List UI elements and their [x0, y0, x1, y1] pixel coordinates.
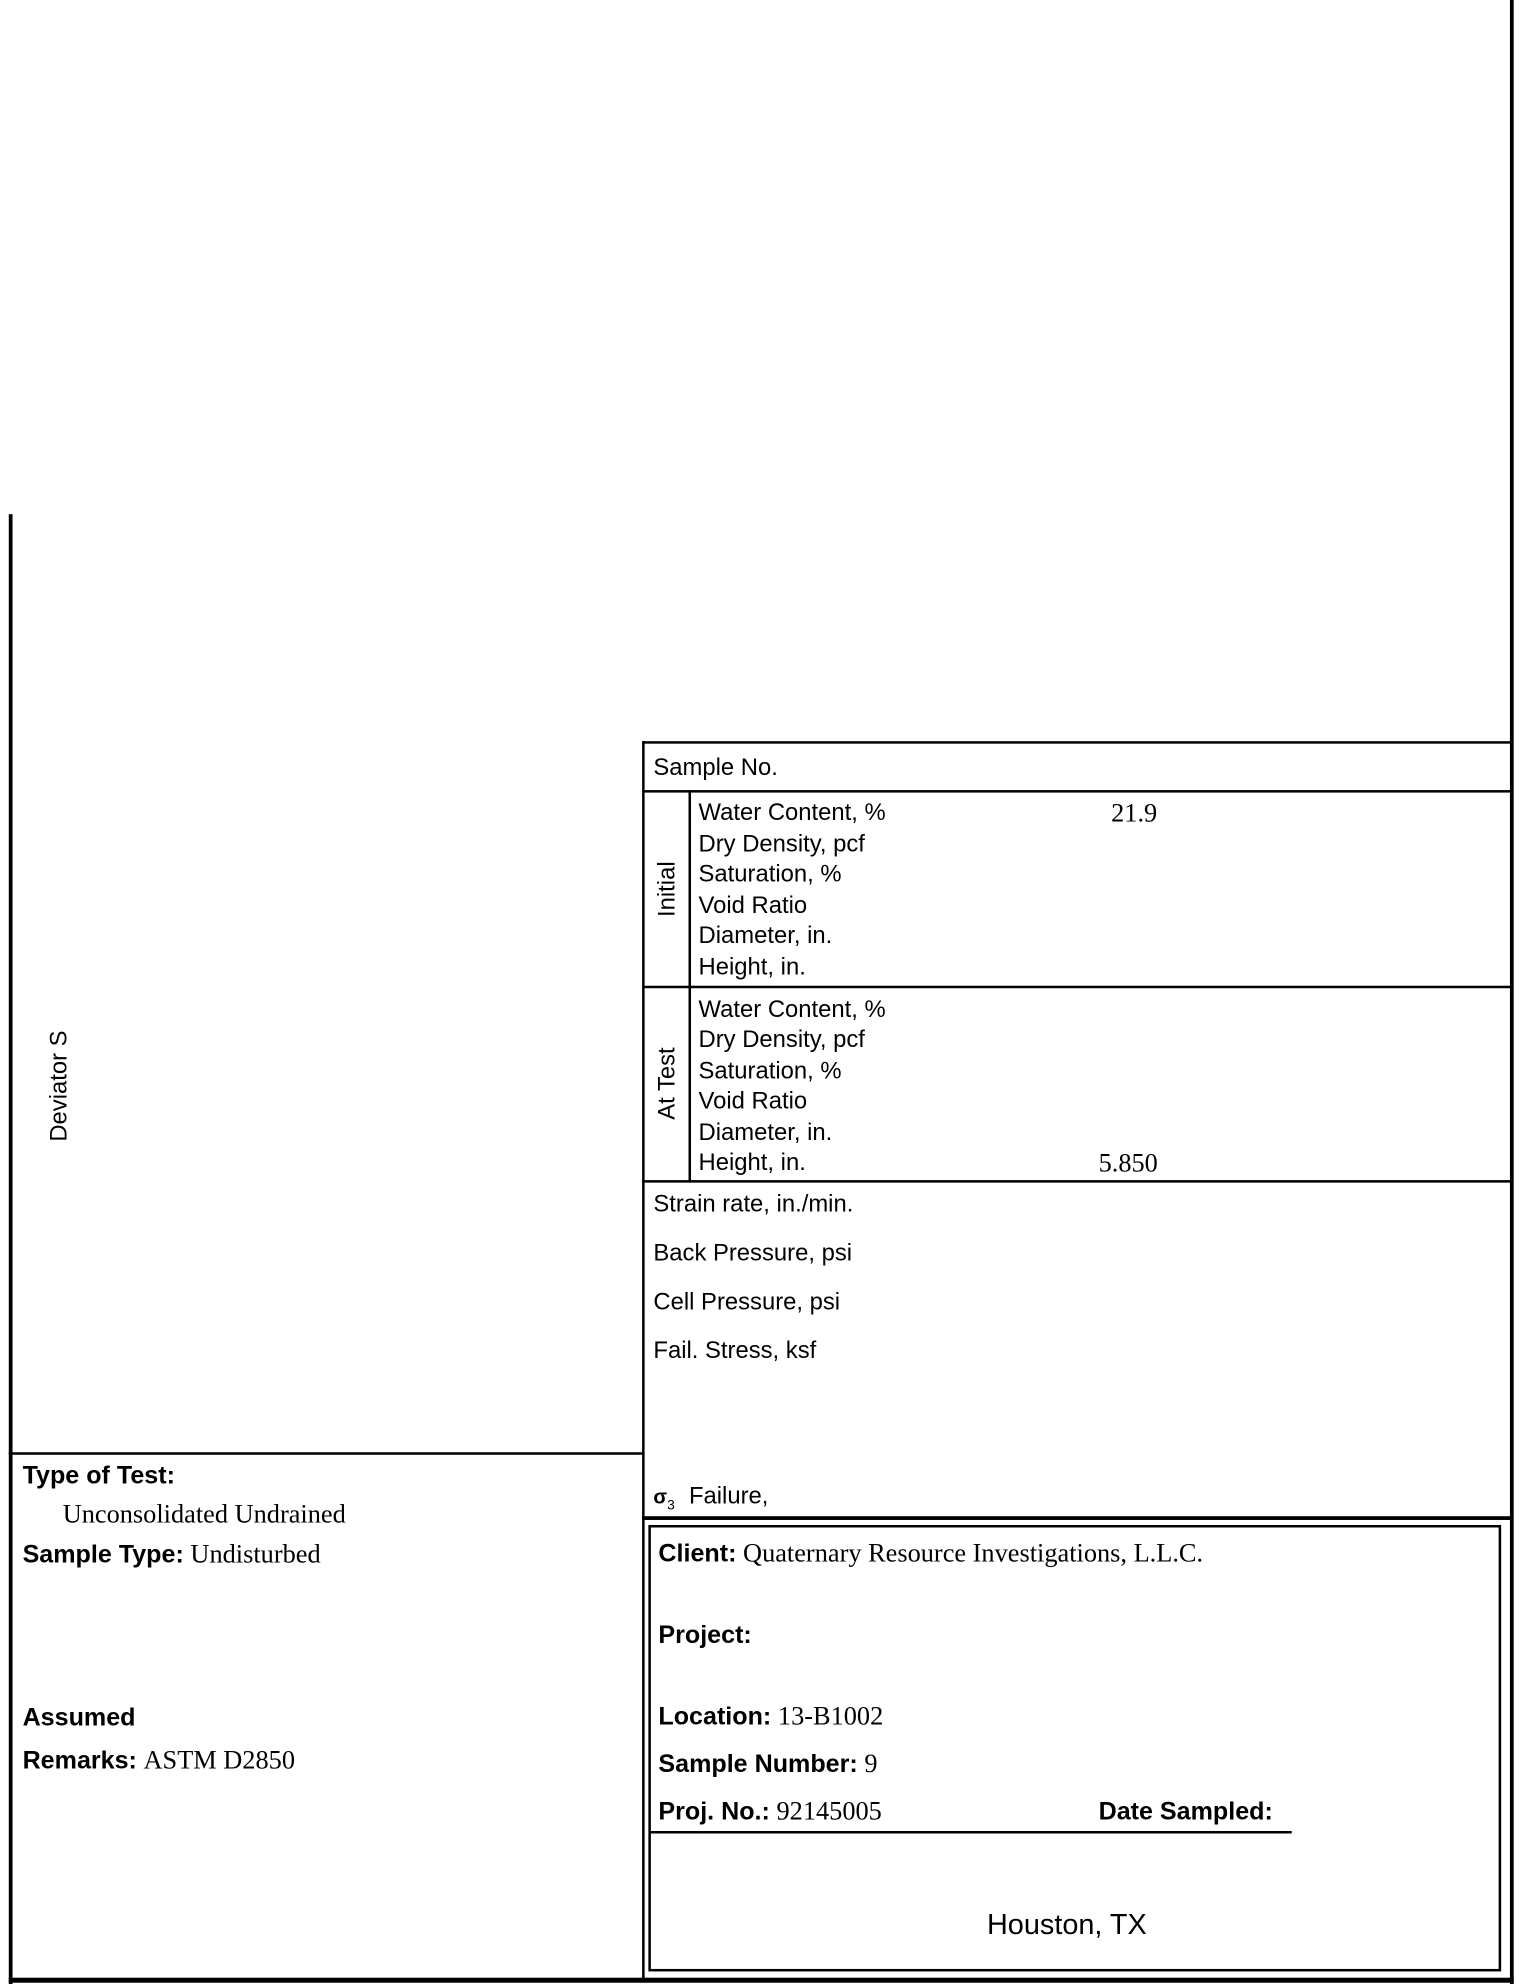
row-label: Dry Density, pcf	[698, 831, 865, 858]
proj-no-label: Proj. No.:	[658, 1798, 770, 1826]
row-label: Saturation, %	[698, 1058, 842, 1085]
sample-number: Sample Number: 9	[658, 1748, 878, 1779]
proj-no-value: 92145005	[776, 1795, 882, 1826]
row-divider	[642, 790, 1513, 793]
location-label: Location:	[658, 1703, 772, 1731]
client: Client: Quaternary Resource Investigatio…	[658, 1537, 1204, 1568]
table-top-border	[642, 741, 1513, 744]
param-label: Strain rate, in./min.	[653, 1191, 854, 1218]
remarks-value: ASTM D2850	[143, 1744, 295, 1775]
group-divider	[688, 790, 692, 1183]
sample-number-value: 9	[864, 1748, 878, 1779]
at-test-group-label: At Test	[654, 1047, 681, 1120]
row-divider	[642, 1516, 1513, 1520]
row-label: Diameter, in.	[698, 923, 833, 950]
sample-no-label: Sample No.	[653, 754, 778, 782]
param-label: Cell Pressure, psi	[653, 1289, 841, 1316]
client-box-frame	[648, 1524, 1502, 1972]
sigma3-failure-label: σ3 Failure,	[653, 1485, 768, 1514]
sigma-symbol: σ	[653, 1487, 668, 1509]
param-label: Fail. Stress, ksf	[653, 1338, 817, 1365]
city-label: Houston, TX	[986, 1907, 1147, 1941]
sample-type-value: Undisturbed	[190, 1538, 321, 1569]
right-border	[1509, 0, 1514, 1984]
type-of-test-value: Unconsolidated Undrained	[62, 1498, 346, 1529]
row-label: Water Content, %	[698, 800, 886, 827]
table-left-border	[642, 741, 645, 1981]
type-of-test-label: Type of Test:	[22, 1462, 175, 1490]
row-label: Saturation, %	[698, 861, 842, 888]
assumed-label: Assumed	[22, 1704, 136, 1732]
row-divider	[642, 985, 1513, 989]
sigma-subscript: 3	[667, 1498, 675, 1514]
client-box-divider	[649, 1830, 1292, 1834]
proj-no: Proj. No.: 92145005	[658, 1795, 882, 1826]
location: Location: 13-B1002	[658, 1700, 884, 1731]
date-sampled-label: Date Sampled:	[1098, 1798, 1273, 1826]
row-label: Water Content, %	[698, 997, 886, 1024]
sample-type: Sample Type: Undisturbed	[22, 1538, 321, 1569]
row-value: 5.850	[1098, 1147, 1158, 1178]
left-panel-divider	[8, 1452, 644, 1455]
row-value: 21.9	[1111, 797, 1158, 828]
row-label: Dry Density, pcf	[698, 1027, 865, 1054]
row-label: Height, in.	[698, 954, 806, 981]
remarks: Remarks: ASTM D2850	[22, 1744, 295, 1775]
failure-label: Failure,	[688, 1483, 769, 1510]
sample-type-label: Sample Type:	[22, 1541, 184, 1569]
row-label: Void Ratio	[698, 892, 808, 920]
bottom-border	[8, 1977, 1514, 1983]
row-label: Void Ratio	[698, 1088, 808, 1115]
param-label: Back Pressure, psi	[653, 1240, 853, 1267]
initial-group-label: Initial	[654, 861, 681, 917]
y-axis-label: Deviator S	[46, 1030, 73, 1142]
row-label: Diameter, in.	[698, 1119, 833, 1147]
left-border	[8, 514, 13, 1984]
client-label: Client:	[658, 1540, 737, 1568]
row-label: Height, in.	[698, 1150, 806, 1177]
location-value: 13-B1002	[777, 1700, 884, 1731]
client-value: Quaternary Resource Investigations, L.L.…	[743, 1537, 1204, 1568]
row-divider	[642, 1180, 1513, 1183]
remarks-label: Remarks:	[22, 1746, 137, 1775]
sample-number-label: Sample Number:	[658, 1750, 858, 1779]
project-label: Project:	[658, 1621, 752, 1650]
